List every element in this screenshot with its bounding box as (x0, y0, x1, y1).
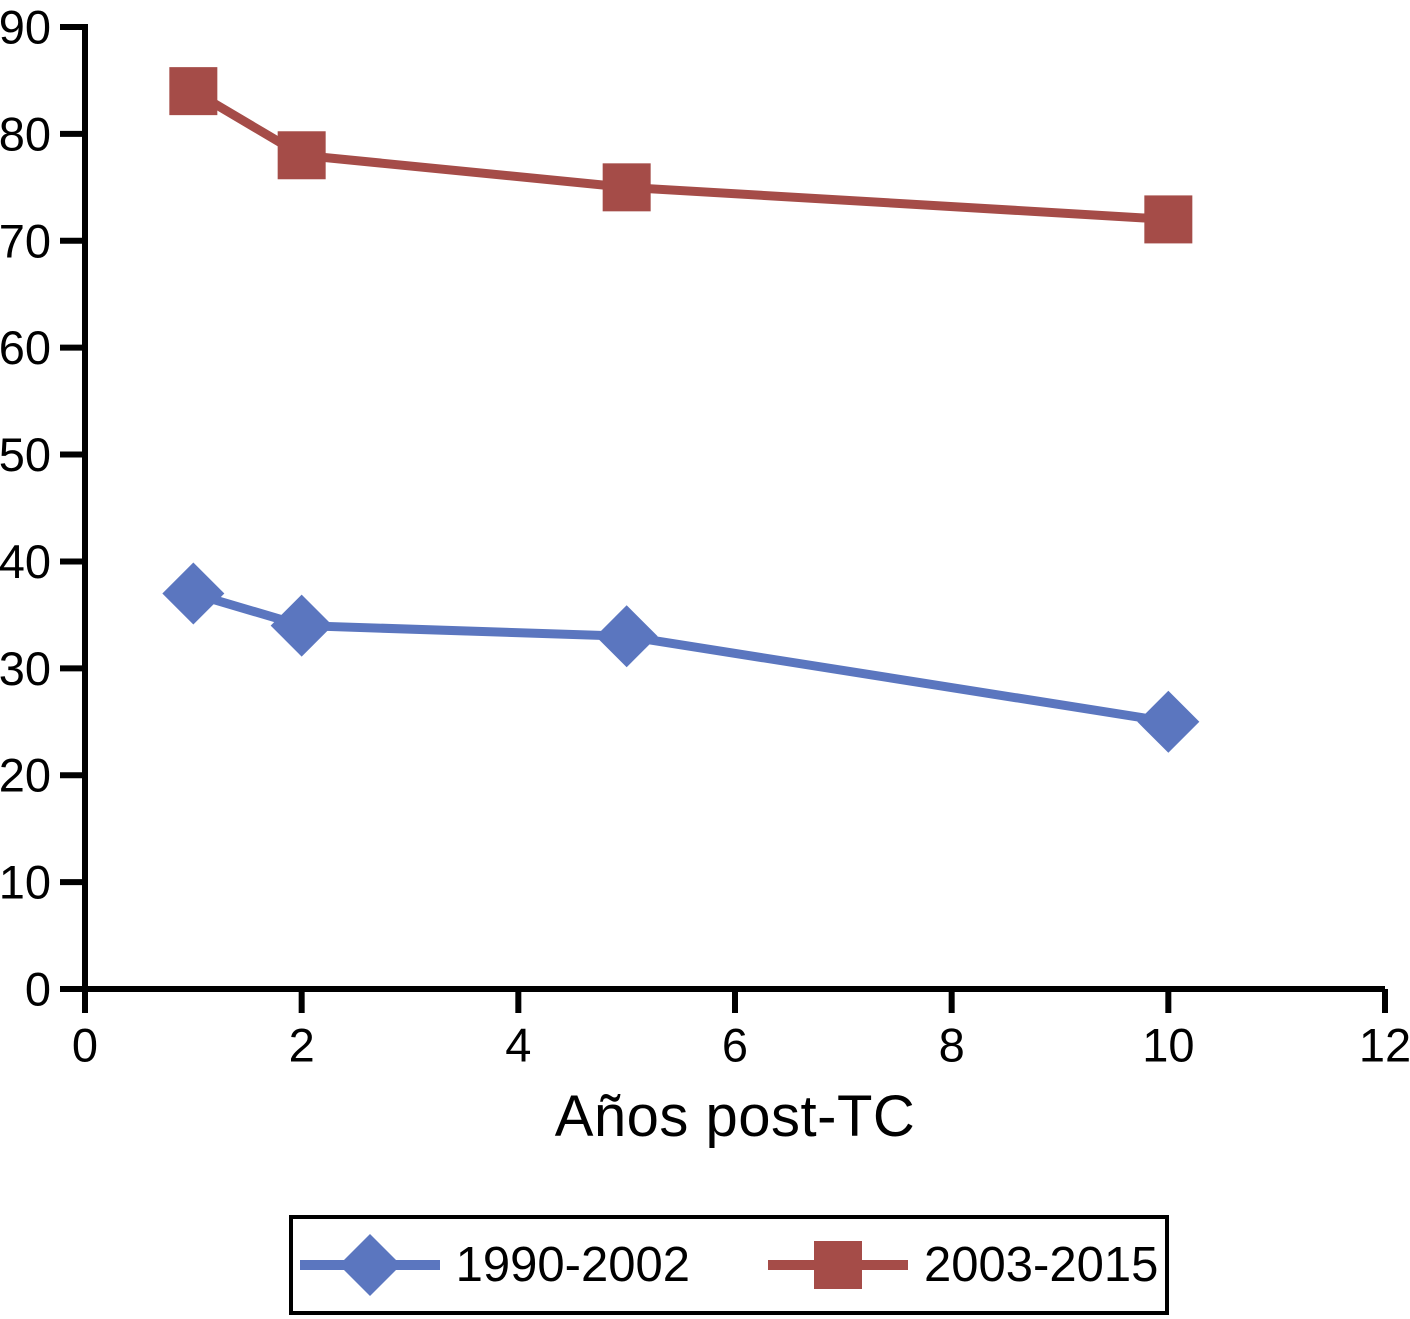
x-tick-label: 6 (722, 1018, 748, 1071)
x-tick-label: 12 (1359, 1018, 1410, 1071)
legend-item-2003-2015: 2003-2015 (768, 1230, 1158, 1300)
series-line-1990-2002 (188, 589, 1173, 727)
y-tick-label: 10 (0, 856, 51, 909)
data-point-2003-2015 (169, 67, 218, 116)
y-tick-label: 0 (25, 963, 51, 1016)
data-point-1990-2002 (595, 605, 658, 668)
x-tick-label: 10 (1142, 1018, 1194, 1071)
x-axis-title: Años post-TC (554, 1084, 916, 1149)
legend: 1990-2002 2003-2015 (289, 1215, 1169, 1315)
y-tick-label: 80 (0, 107, 51, 160)
data-point-1990-2002 (270, 594, 333, 657)
data-point-1990-2002 (162, 562, 225, 625)
y-tick-label: 30 (0, 642, 51, 695)
series-line-2003-2015 (188, 86, 1173, 224)
legend-label: 2003-2015 (924, 1238, 1159, 1292)
legend-square-marker-icon (768, 1241, 908, 1289)
data-point-2003-2015 (277, 131, 326, 180)
x-tick-label: 0 (72, 1018, 98, 1071)
data-point-1990-2002 (1137, 690, 1200, 753)
x-tick-label: 4 (505, 1018, 531, 1071)
y-tick-label: 20 (0, 749, 51, 802)
data-point-2003-2015 (1144, 195, 1193, 244)
y-tick-label: 50 (0, 428, 51, 481)
x-tick-label: 8 (939, 1018, 965, 1071)
legend-diamond-marker-icon (299, 1234, 440, 1296)
y-tick-label: 60 (0, 321, 51, 374)
x-tick-label: 2 (289, 1018, 315, 1071)
y-tick-label: 90 (0, 1, 51, 54)
y-tick-label: 40 (0, 535, 51, 588)
legend-item-1990-2002: 1990-2002 (299, 1230, 690, 1300)
data-point-2003-2015 (602, 163, 651, 212)
y-tick-label: 70 (0, 214, 51, 267)
legend-label: 1990-2002 (455, 1238, 690, 1292)
